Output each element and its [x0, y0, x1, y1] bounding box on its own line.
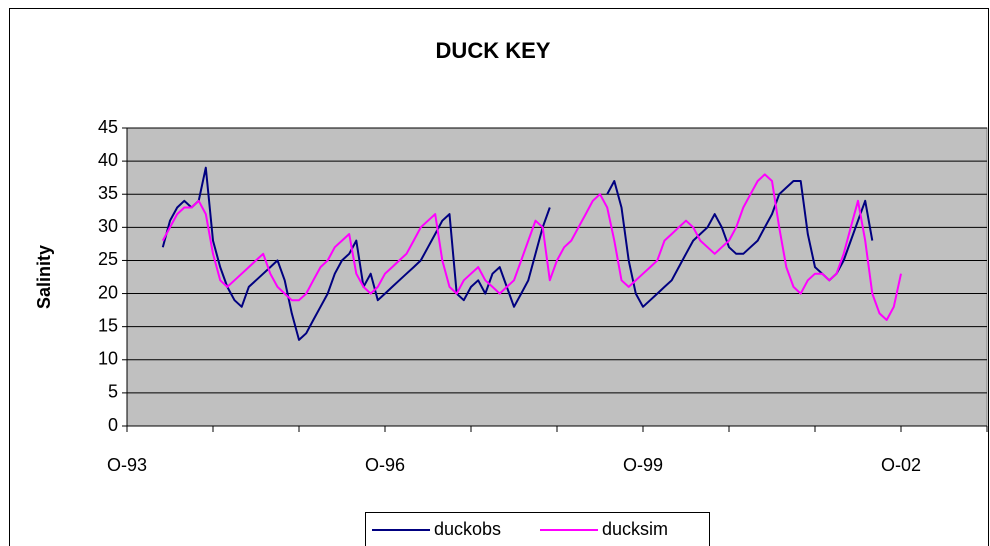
legend-label: duckobs: [434, 519, 501, 539]
y-tick-label: 35: [98, 183, 118, 203]
y-tick-label: 15: [98, 315, 118, 335]
x-tick-label: O-02: [881, 455, 921, 475]
y-tick-label: 30: [98, 216, 118, 236]
y-tick-label: 20: [98, 282, 118, 302]
y-axis-label: Salinity: [34, 245, 54, 309]
x-tick-label: O-93: [107, 455, 147, 475]
y-tick-label: 40: [98, 150, 118, 170]
y-tick-label: 25: [98, 249, 118, 269]
chart-title: DUCK KEY: [436, 38, 551, 63]
y-tick-label: 45: [98, 117, 118, 137]
series-line: [161, 173, 902, 321]
y-tick-label: 0: [108, 415, 118, 435]
y-tick-label: 5: [108, 382, 118, 402]
x-tick-label: O-99: [623, 455, 663, 475]
plot-area: [126, 127, 988, 427]
legend-label: ducksim: [602, 519, 668, 539]
y-tick-label: 10: [98, 349, 118, 369]
x-tick-label: O-96: [365, 455, 405, 475]
